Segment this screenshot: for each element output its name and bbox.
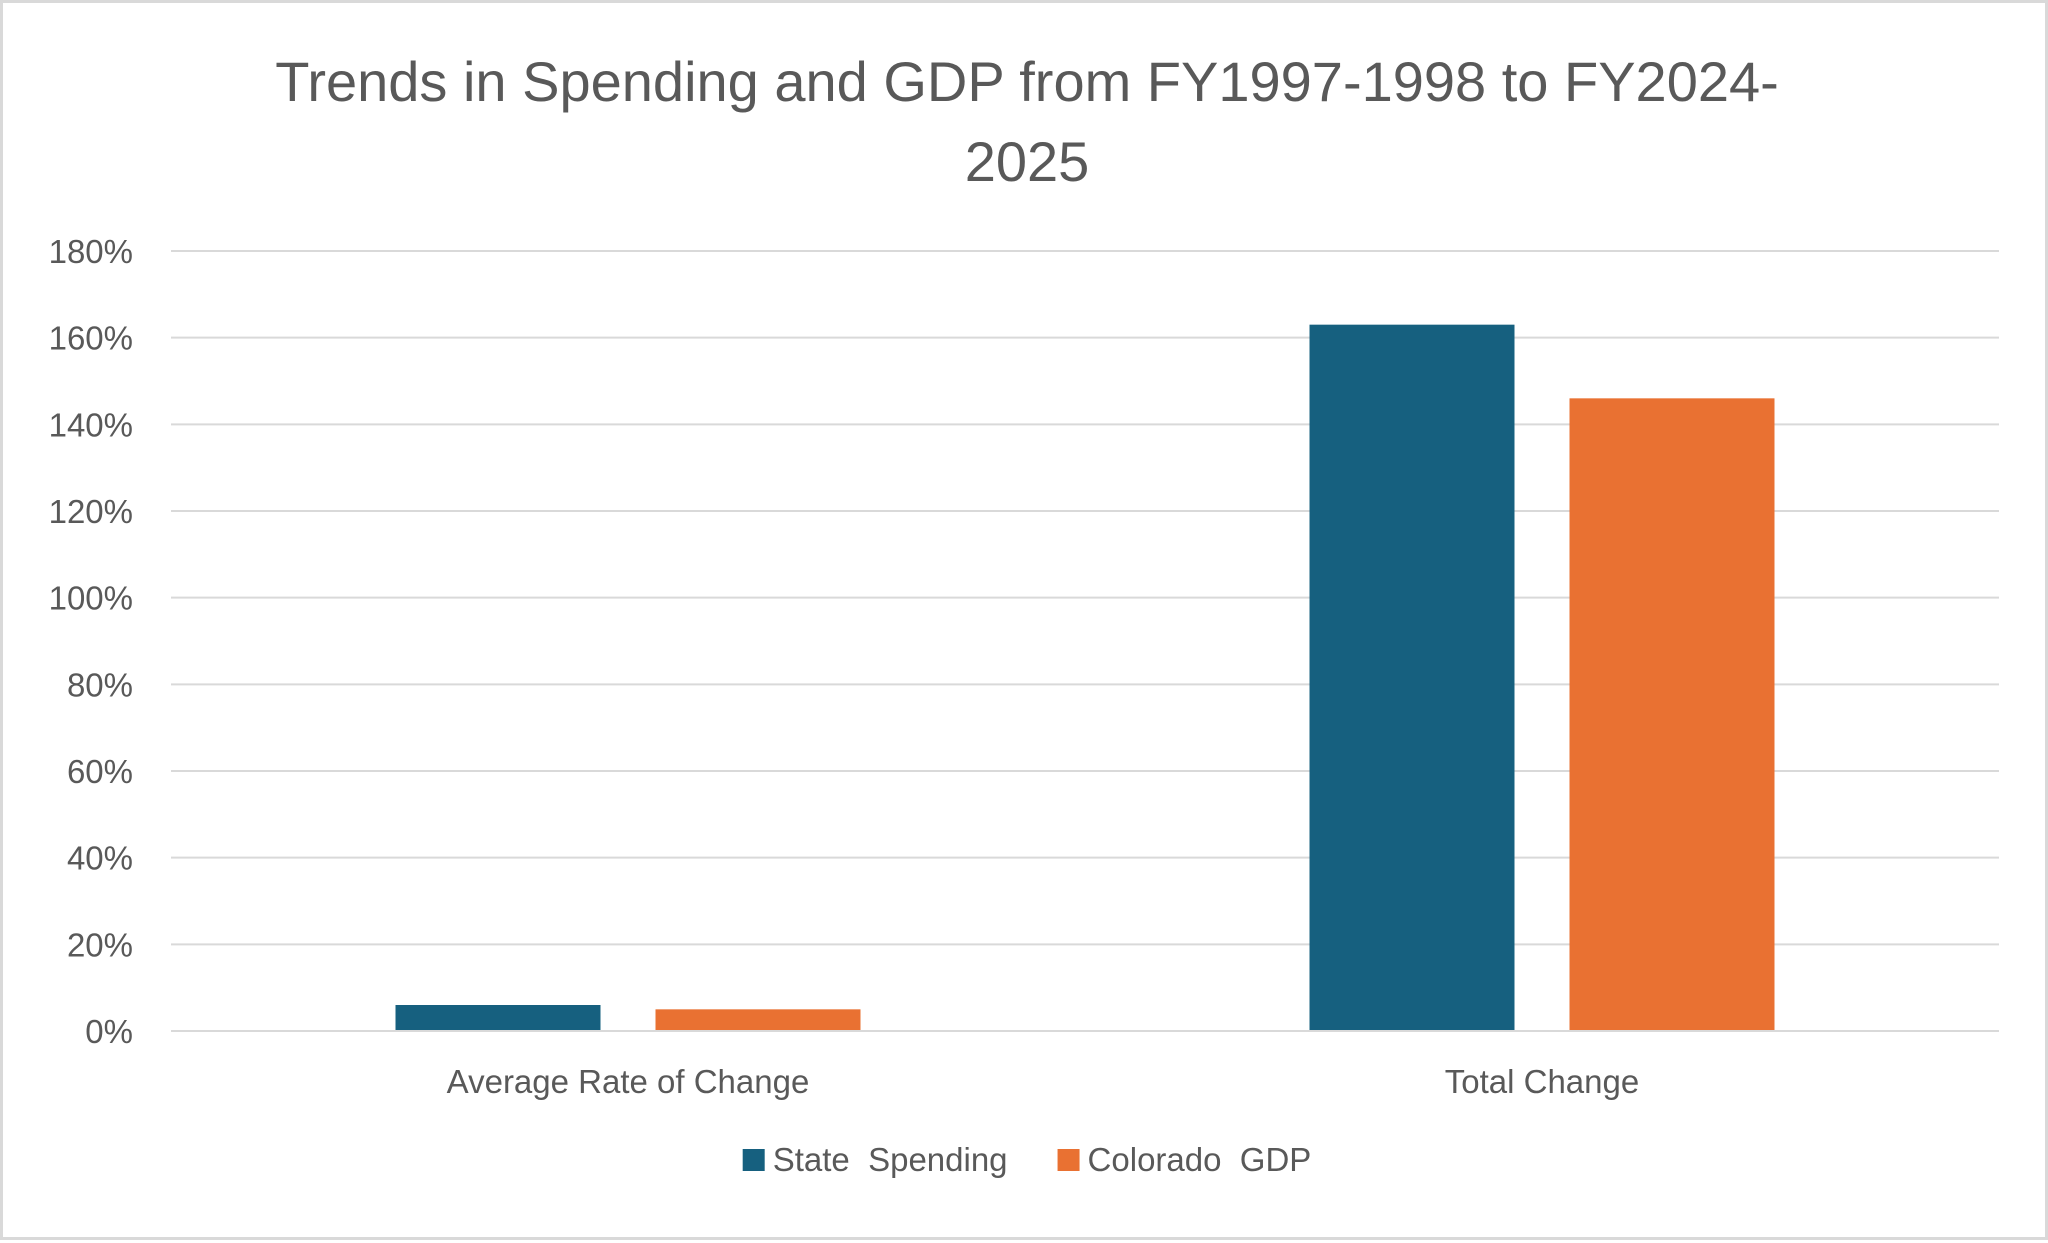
x-category-label: Average Rate of Change	[447, 1063, 810, 1100]
chart-title-line-1: Trends in Spending and GDP from FY1997-1…	[275, 50, 1779, 113]
legend-swatch	[1057, 1149, 1080, 1171]
bar	[395, 1005, 601, 1031]
legend-item: State Spending	[742, 1141, 1008, 1178]
bars	[395, 324, 1775, 1032]
bar	[1309, 324, 1515, 1032]
legend-swatch	[742, 1149, 765, 1171]
y-tick-label: 160%	[49, 320, 133, 357]
y-tick-label: 180%	[49, 233, 133, 270]
bar	[655, 1009, 861, 1031]
y-axis-tick-labels: 0% 20% 40% 60% 80% 100% 120% 140% 160% 180%	[49, 233, 133, 1050]
chart-title: Trends in Spending and GDP from FY1997-1…	[275, 50, 1779, 193]
gridlines	[171, 250, 1999, 946]
legend-item: Colorado GDP	[1057, 1141, 1312, 1178]
y-tick-label: 20%	[67, 926, 133, 963]
y-tick-label: 40%	[67, 840, 133, 877]
y-tick-label: 60%	[67, 753, 133, 790]
x-category-label: Total Change	[1445, 1063, 1639, 1100]
legend: State Spending Colorado GDP	[742, 1141, 1312, 1178]
y-tick-label: 0%	[85, 1013, 133, 1050]
y-tick-label: 80%	[67, 666, 133, 703]
bar-chart: Trends in Spending and GDP from FY1997-1…	[49, 50, 1999, 1178]
bar	[1569, 398, 1775, 1031]
y-tick-label: 120%	[49, 493, 133, 530]
x-axis-category-labels: Average Rate of Change Total Change	[447, 1063, 1640, 1100]
chart-title-line-2: 2025	[965, 130, 1090, 193]
legend-label: Colorado GDP	[1088, 1141, 1312, 1178]
legend-label: State Spending	[773, 1141, 1008, 1178]
y-tick-label: 140%	[49, 406, 133, 443]
y-tick-label: 100%	[49, 580, 133, 617]
